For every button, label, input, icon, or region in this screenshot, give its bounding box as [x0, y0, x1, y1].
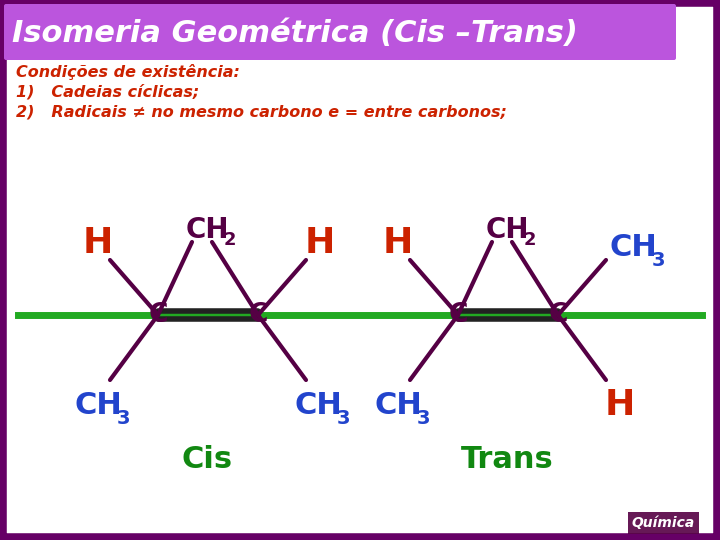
FancyBboxPatch shape: [4, 4, 676, 60]
Text: 3: 3: [416, 408, 430, 428]
Text: CH: CH: [609, 233, 657, 261]
Text: H: H: [83, 226, 113, 260]
Text: H: H: [383, 226, 413, 260]
Text: C: C: [449, 302, 468, 328]
Text: CH: CH: [374, 390, 422, 420]
Text: C: C: [248, 302, 268, 328]
Text: 1)   Cadeias cíclicas;: 1) Cadeias cíclicas;: [16, 84, 199, 100]
Text: Trans: Trans: [461, 446, 554, 475]
Text: CH: CH: [74, 390, 122, 420]
Text: Cis: Cis: [181, 446, 233, 475]
Text: CH: CH: [294, 390, 342, 420]
Text: C: C: [549, 302, 567, 328]
Text: CH: CH: [185, 216, 229, 244]
Text: Isomeria Geométrica (Cis –Trans): Isomeria Geométrica (Cis –Trans): [12, 18, 578, 48]
Text: 2)   Radicais ≠ no mesmo carbono e = entre carbonos;: 2) Radicais ≠ no mesmo carbono e = entre…: [16, 105, 507, 119]
Text: C: C: [148, 302, 168, 328]
Text: CH: CH: [485, 216, 528, 244]
Text: 2: 2: [523, 231, 536, 249]
Text: 2: 2: [224, 231, 236, 249]
Text: H: H: [305, 226, 336, 260]
Text: Química: Química: [631, 516, 695, 530]
Text: H: H: [605, 388, 635, 422]
Text: 3: 3: [652, 251, 665, 269]
Text: Condições de existência:: Condições de existência:: [16, 64, 240, 80]
Text: 3: 3: [116, 408, 130, 428]
FancyBboxPatch shape: [4, 4, 716, 536]
Text: 3: 3: [336, 408, 350, 428]
